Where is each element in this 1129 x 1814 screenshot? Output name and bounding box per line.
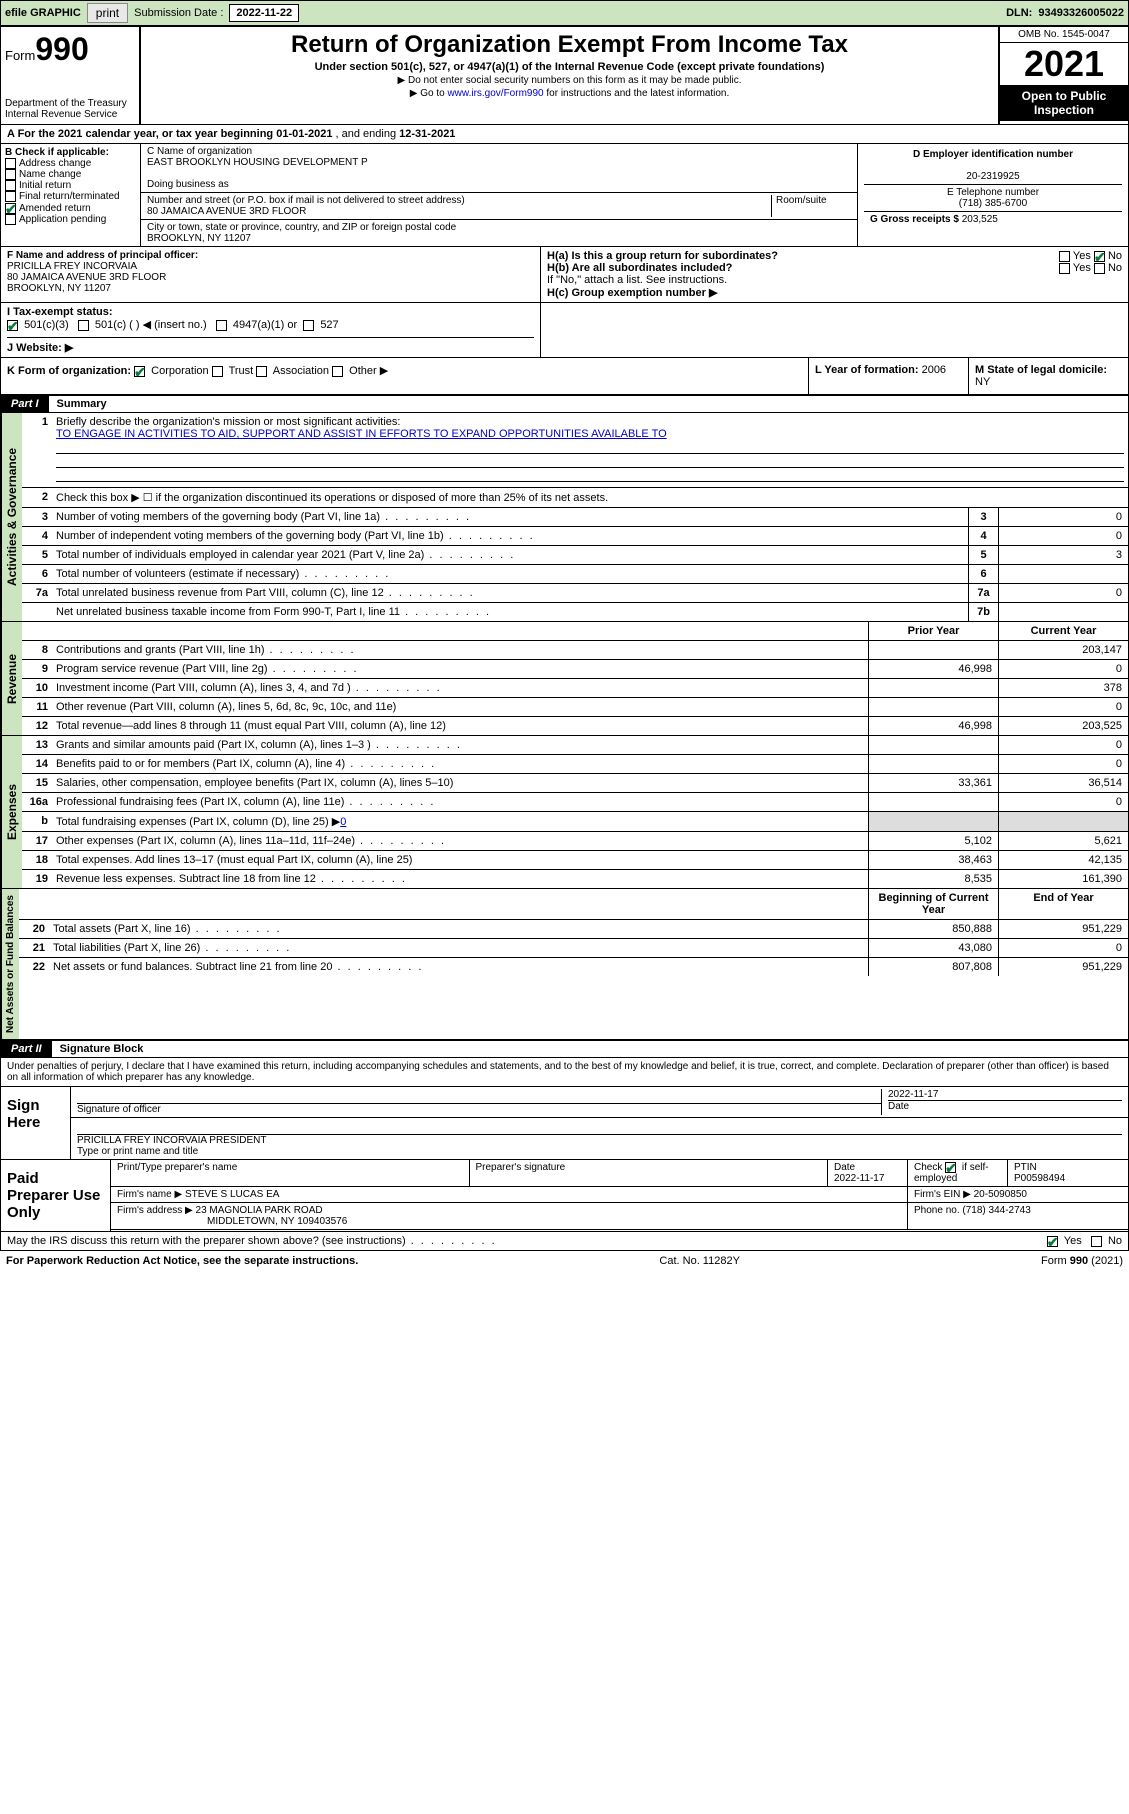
part1-bar: Part I Summary bbox=[0, 395, 1129, 413]
name-change-cb[interactable] bbox=[5, 169, 16, 180]
org-street: 80 JAMAICA AVENUE 3RD FLOOR bbox=[147, 206, 306, 217]
dept-label: Department of the Treasury bbox=[5, 98, 135, 109]
discuss-no-cb[interactable] bbox=[1091, 1236, 1102, 1247]
box-i: I Tax-exempt status: 501(c)(3) 501(c) ( … bbox=[7, 306, 534, 331]
ein: 20-2319925 bbox=[966, 171, 1019, 182]
l7b-val bbox=[998, 603, 1128, 621]
box-d-e-g: D Employer identification number20-23199… bbox=[858, 144, 1128, 246]
dln-value: 93493326005022 bbox=[1038, 7, 1124, 19]
tax-year-row: A For the 2021 calendar year, or tax yea… bbox=[0, 125, 1129, 144]
form-note1: ▶ Do not enter social security numbers o… bbox=[145, 75, 994, 86]
topbar: efile GRAPHIC print Submission Date : 20… bbox=[0, 0, 1129, 26]
initial-return-cb[interactable] bbox=[5, 180, 16, 191]
corp-cb[interactable] bbox=[134, 366, 145, 377]
submission-label: Submission Date : bbox=[134, 7, 223, 19]
l5-val: 3 bbox=[998, 546, 1128, 564]
l6-val bbox=[998, 565, 1128, 583]
501c3-cb[interactable] bbox=[7, 320, 18, 331]
exp-tab: Expenses bbox=[1, 736, 22, 888]
form-header: Form990 Department of the Treasury Inter… bbox=[0, 26, 1129, 125]
box-c: C Name of organizationEAST BROOKLYN HOUS… bbox=[141, 144, 858, 246]
firm-name: STEVE S LUCAS EA bbox=[185, 1189, 279, 1200]
omb-number: OMB No. 1545-0047 bbox=[1000, 27, 1128, 43]
form990-link[interactable]: www.irs.gov/Form990 bbox=[447, 88, 543, 99]
dln-label: DLN: bbox=[1006, 7, 1032, 19]
tax-year: 2021 bbox=[1000, 43, 1128, 85]
sig-declaration: Under penalties of perjury, I declare th… bbox=[0, 1058, 1129, 1087]
l3-val: 0 bbox=[998, 508, 1128, 526]
form-word: Form bbox=[5, 48, 35, 63]
form-subtitle: Under section 501(c), 527, or 4947(a)(1)… bbox=[145, 61, 994, 73]
l7a-val: 0 bbox=[998, 584, 1128, 602]
revenue-section: Revenue Prior YearCurrent Year 8Contribu… bbox=[0, 622, 1129, 736]
irs-label: Internal Revenue Service bbox=[5, 109, 135, 120]
box-h: H(a) Is this a group return for subordin… bbox=[541, 247, 1128, 302]
firm-phone: (718) 344-2743 bbox=[962, 1205, 1030, 1216]
box-f: F Name and address of principal officer:… bbox=[1, 247, 541, 302]
net-tab: Net Assets or Fund Balances bbox=[1, 889, 19, 1039]
sign-here: Sign Here Signature of officer2022-11-17… bbox=[0, 1087, 1129, 1160]
gov-tab: Activities & Governance bbox=[1, 413, 22, 621]
org-city: BROOKLYN, NY 11207 bbox=[147, 233, 251, 244]
addr-change-cb[interactable] bbox=[5, 158, 16, 169]
phone: (718) 385-6700 bbox=[959, 198, 1027, 209]
mission-text[interactable]: TO ENGAGE IN ACTIVITIES TO AID, SUPPORT … bbox=[56, 428, 667, 440]
submission-date: 2022-11-22 bbox=[229, 4, 299, 22]
paid-preparer: Paid Preparer Use Only Print/Type prepar… bbox=[0, 1160, 1129, 1232]
net-assets-section: Net Assets or Fund Balances Beginning of… bbox=[0, 889, 1129, 1040]
firm-ein: 20-5090850 bbox=[974, 1189, 1027, 1200]
box-m: M State of legal domicile: NY bbox=[968, 358, 1128, 394]
org-name: EAST BROOKLYN HOUSING DEVELOPMENT P bbox=[147, 157, 368, 168]
l4-val: 0 bbox=[998, 527, 1128, 545]
amended-return-cb[interactable] bbox=[5, 203, 16, 214]
expenses-section: Expenses 13Grants and similar amounts pa… bbox=[0, 736, 1129, 889]
form-title: Return of Organization Exempt From Incom… bbox=[145, 31, 994, 59]
page-footer: For Paperwork Reduction Act Notice, see … bbox=[0, 1251, 1129, 1271]
efile-label: efile GRAPHIC bbox=[5, 7, 81, 19]
form-number: 990 bbox=[35, 31, 88, 67]
box-j: J Website: ▶ bbox=[7, 337, 534, 354]
officer-name: PRICILLA FREY INCORVAIA PRESIDENT bbox=[77, 1135, 267, 1146]
self-employed-cb[interactable] bbox=[945, 1162, 956, 1173]
box-b: B Check if applicable: Address change Na… bbox=[1, 144, 141, 246]
part2-bar: Part II Signature Block bbox=[0, 1040, 1129, 1058]
ptin: P00598494 bbox=[1014, 1173, 1065, 1184]
activities-governance-section: Activities & Governance 1Briefly describ… bbox=[0, 413, 1129, 622]
open-public-badge: Open to Public Inspection bbox=[1000, 85, 1128, 121]
gross-receipts: 203,525 bbox=[962, 214, 998, 225]
box-k: K Form of organization: Corporation Trus… bbox=[1, 358, 808, 394]
box-l: L Year of formation: 2006 bbox=[808, 358, 968, 394]
discuss-row: May the IRS discuss this return with the… bbox=[0, 1232, 1129, 1251]
rev-tab: Revenue bbox=[1, 622, 22, 735]
print-button[interactable]: print bbox=[87, 3, 128, 23]
discuss-yes-cb[interactable] bbox=[1047, 1236, 1058, 1247]
